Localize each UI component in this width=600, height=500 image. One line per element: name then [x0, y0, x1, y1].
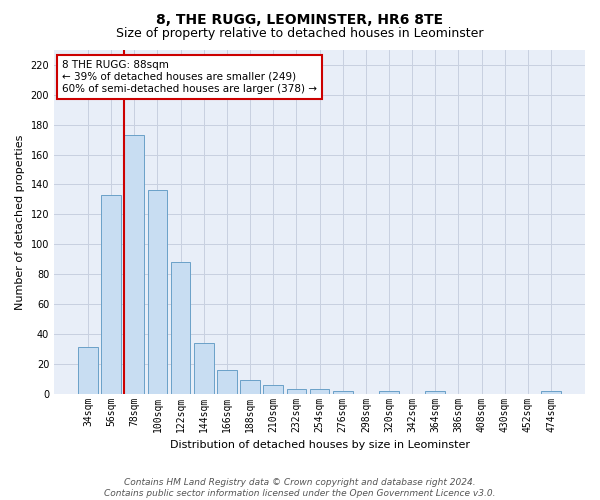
Bar — [379, 390, 399, 394]
Bar — [217, 370, 237, 394]
X-axis label: Distribution of detached houses by size in Leominster: Distribution of detached houses by size … — [170, 440, 470, 450]
Bar — [78, 348, 98, 394]
Text: 8 THE RUGG: 88sqm
← 39% of detached houses are smaller (249)
60% of semi-detache: 8 THE RUGG: 88sqm ← 39% of detached hous… — [62, 60, 317, 94]
Bar — [194, 343, 214, 394]
Bar — [148, 190, 167, 394]
Bar — [425, 390, 445, 394]
Bar — [287, 389, 306, 394]
Text: Size of property relative to detached houses in Leominster: Size of property relative to detached ho… — [116, 28, 484, 40]
Bar — [240, 380, 260, 394]
Bar — [541, 390, 561, 394]
Bar — [333, 390, 353, 394]
Bar — [171, 262, 190, 394]
Bar — [310, 389, 329, 394]
Bar — [124, 135, 144, 394]
Bar — [101, 195, 121, 394]
Text: Contains HM Land Registry data © Crown copyright and database right 2024.
Contai: Contains HM Land Registry data © Crown c… — [104, 478, 496, 498]
Y-axis label: Number of detached properties: Number of detached properties — [15, 134, 25, 310]
Bar — [263, 384, 283, 394]
Text: 8, THE RUGG, LEOMINSTER, HR6 8TE: 8, THE RUGG, LEOMINSTER, HR6 8TE — [157, 12, 443, 26]
